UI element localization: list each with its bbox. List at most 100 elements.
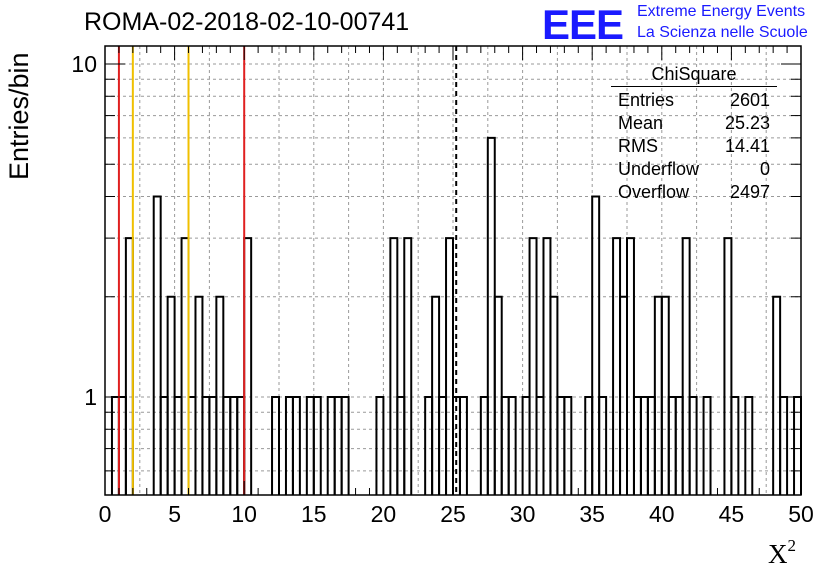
histogram-bin bbox=[215, 295, 225, 495]
x-tick-label: 25 bbox=[440, 501, 466, 527]
x-tick-label: 45 bbox=[719, 501, 745, 527]
histogram-bin bbox=[500, 396, 510, 495]
y-tick-label: 1 bbox=[84, 384, 97, 410]
histogram-bin bbox=[556, 396, 566, 495]
histogram-bin bbox=[744, 396, 754, 495]
histogram-bin bbox=[493, 295, 503, 495]
stats-label: Entries bbox=[618, 90, 675, 110]
x-tick-label: 50 bbox=[788, 501, 814, 527]
stats-row-mean: Mean 25.23 bbox=[611, 112, 777, 135]
histogram-bin bbox=[660, 295, 670, 495]
histogram-bin bbox=[563, 396, 573, 495]
histogram-bin bbox=[152, 195, 162, 495]
histogram-bin bbox=[396, 396, 406, 495]
stats-value: 14.41 bbox=[724, 136, 770, 156]
histogram-bin bbox=[187, 396, 197, 495]
histogram-bin bbox=[243, 237, 253, 495]
histogram-bin bbox=[479, 396, 489, 495]
x-tick-label: 0 bbox=[99, 501, 112, 527]
histogram-bin bbox=[222, 396, 232, 495]
histogram-bin bbox=[236, 396, 246, 495]
histogram-bin bbox=[375, 396, 385, 495]
stats-value: 0 bbox=[759, 159, 770, 179]
stats-value: 2497 bbox=[729, 182, 770, 202]
histogram-bin bbox=[201, 396, 211, 495]
histogram-bin bbox=[208, 396, 218, 495]
stats-row-underflow: Underflow 0 bbox=[611, 158, 777, 181]
stats-row-rms: RMS 14.41 bbox=[611, 135, 777, 158]
histogram-bin bbox=[117, 396, 127, 495]
logo-line1: Extreme Energy Events bbox=[637, 3, 806, 20]
histogram-bin bbox=[591, 195, 601, 495]
logo-line2: La Scienza nelle Scuole bbox=[637, 24, 808, 41]
histogram-bin bbox=[667, 396, 677, 495]
histogram-bin bbox=[723, 237, 733, 495]
histogram-bin bbox=[674, 396, 684, 495]
histogram-bin bbox=[173, 396, 183, 495]
histogram-bin bbox=[180, 237, 190, 495]
histogram-bin bbox=[653, 295, 663, 495]
x-tick-label: 40 bbox=[649, 501, 675, 527]
stats-row-overflow: Overflow 2497 bbox=[611, 181, 777, 204]
histogram-bin bbox=[521, 396, 531, 495]
histogram-bin bbox=[194, 295, 204, 495]
histogram-bin bbox=[333, 396, 343, 495]
histogram-bin bbox=[110, 396, 120, 495]
histogram-bin bbox=[688, 396, 698, 495]
x-axis-label-superscript: 2 bbox=[787, 536, 797, 555]
stats-label: RMS bbox=[618, 136, 658, 156]
histogram-bin bbox=[584, 396, 594, 495]
histogram-bin bbox=[730, 396, 740, 495]
histogram-bin bbox=[438, 396, 448, 495]
histogram-bin bbox=[619, 295, 628, 495]
histogram-bin bbox=[159, 396, 169, 495]
stats-title: ChiSquare bbox=[611, 64, 777, 87]
histogram-bin bbox=[124, 237, 134, 495]
histogram-bin bbox=[166, 295, 176, 495]
histogram-bin bbox=[549, 295, 559, 495]
histogram-bin bbox=[229, 396, 239, 495]
stats-row-entries: Entries 2601 bbox=[611, 89, 777, 112]
x-axis-label-base: X bbox=[768, 539, 788, 569]
histogram-bin bbox=[340, 396, 350, 495]
histogram-bin bbox=[424, 396, 434, 495]
x-tick-label: 35 bbox=[579, 501, 605, 527]
histogram-bin bbox=[639, 396, 649, 495]
histogram-bin bbox=[542, 237, 552, 495]
y-tick-label: 10 bbox=[71, 51, 97, 77]
histogram-bin bbox=[271, 396, 280, 495]
histogram-bin bbox=[458, 396, 468, 495]
histogram-bin bbox=[431, 295, 441, 495]
histogram-bin bbox=[284, 396, 294, 495]
chart-title: ROMA-02-2018-02-10-00741 bbox=[84, 8, 410, 36]
histogram-bin bbox=[626, 237, 635, 495]
histogram-bin bbox=[646, 396, 656, 495]
histogram-bin bbox=[598, 396, 608, 495]
histogram-bin bbox=[702, 396, 712, 495]
histogram-bin bbox=[632, 396, 642, 495]
histogram-bin bbox=[403, 237, 413, 495]
x-axis-label: X2 bbox=[768, 536, 797, 570]
histogram-bin bbox=[779, 396, 789, 495]
histogram-bin bbox=[507, 396, 517, 495]
histogram-bin bbox=[535, 396, 545, 495]
histogram-bin bbox=[312, 396, 322, 495]
histogram-bin bbox=[528, 237, 538, 495]
histogram-bin bbox=[486, 136, 496, 495]
stats-box: ChiSquare Entries 2601 Mean 25.23 RMS 14.41… bbox=[611, 64, 777, 204]
stats-label: Overflow bbox=[618, 182, 690, 202]
histogram-bin bbox=[326, 396, 336, 495]
histogram-bin bbox=[612, 237, 622, 495]
stats-label: Mean bbox=[618, 113, 664, 133]
histogram-bin bbox=[681, 237, 691, 495]
x-tick-label: 30 bbox=[510, 501, 536, 527]
x-tick-label: 10 bbox=[231, 501, 257, 527]
stats-label: Underflow bbox=[618, 159, 700, 179]
histogram-bin bbox=[793, 396, 802, 495]
histogram-bin bbox=[445, 237, 454, 495]
histogram-bin bbox=[772, 295, 782, 495]
stats-value: 2601 bbox=[729, 90, 770, 110]
eee-logo: EEE bbox=[542, 1, 624, 48]
